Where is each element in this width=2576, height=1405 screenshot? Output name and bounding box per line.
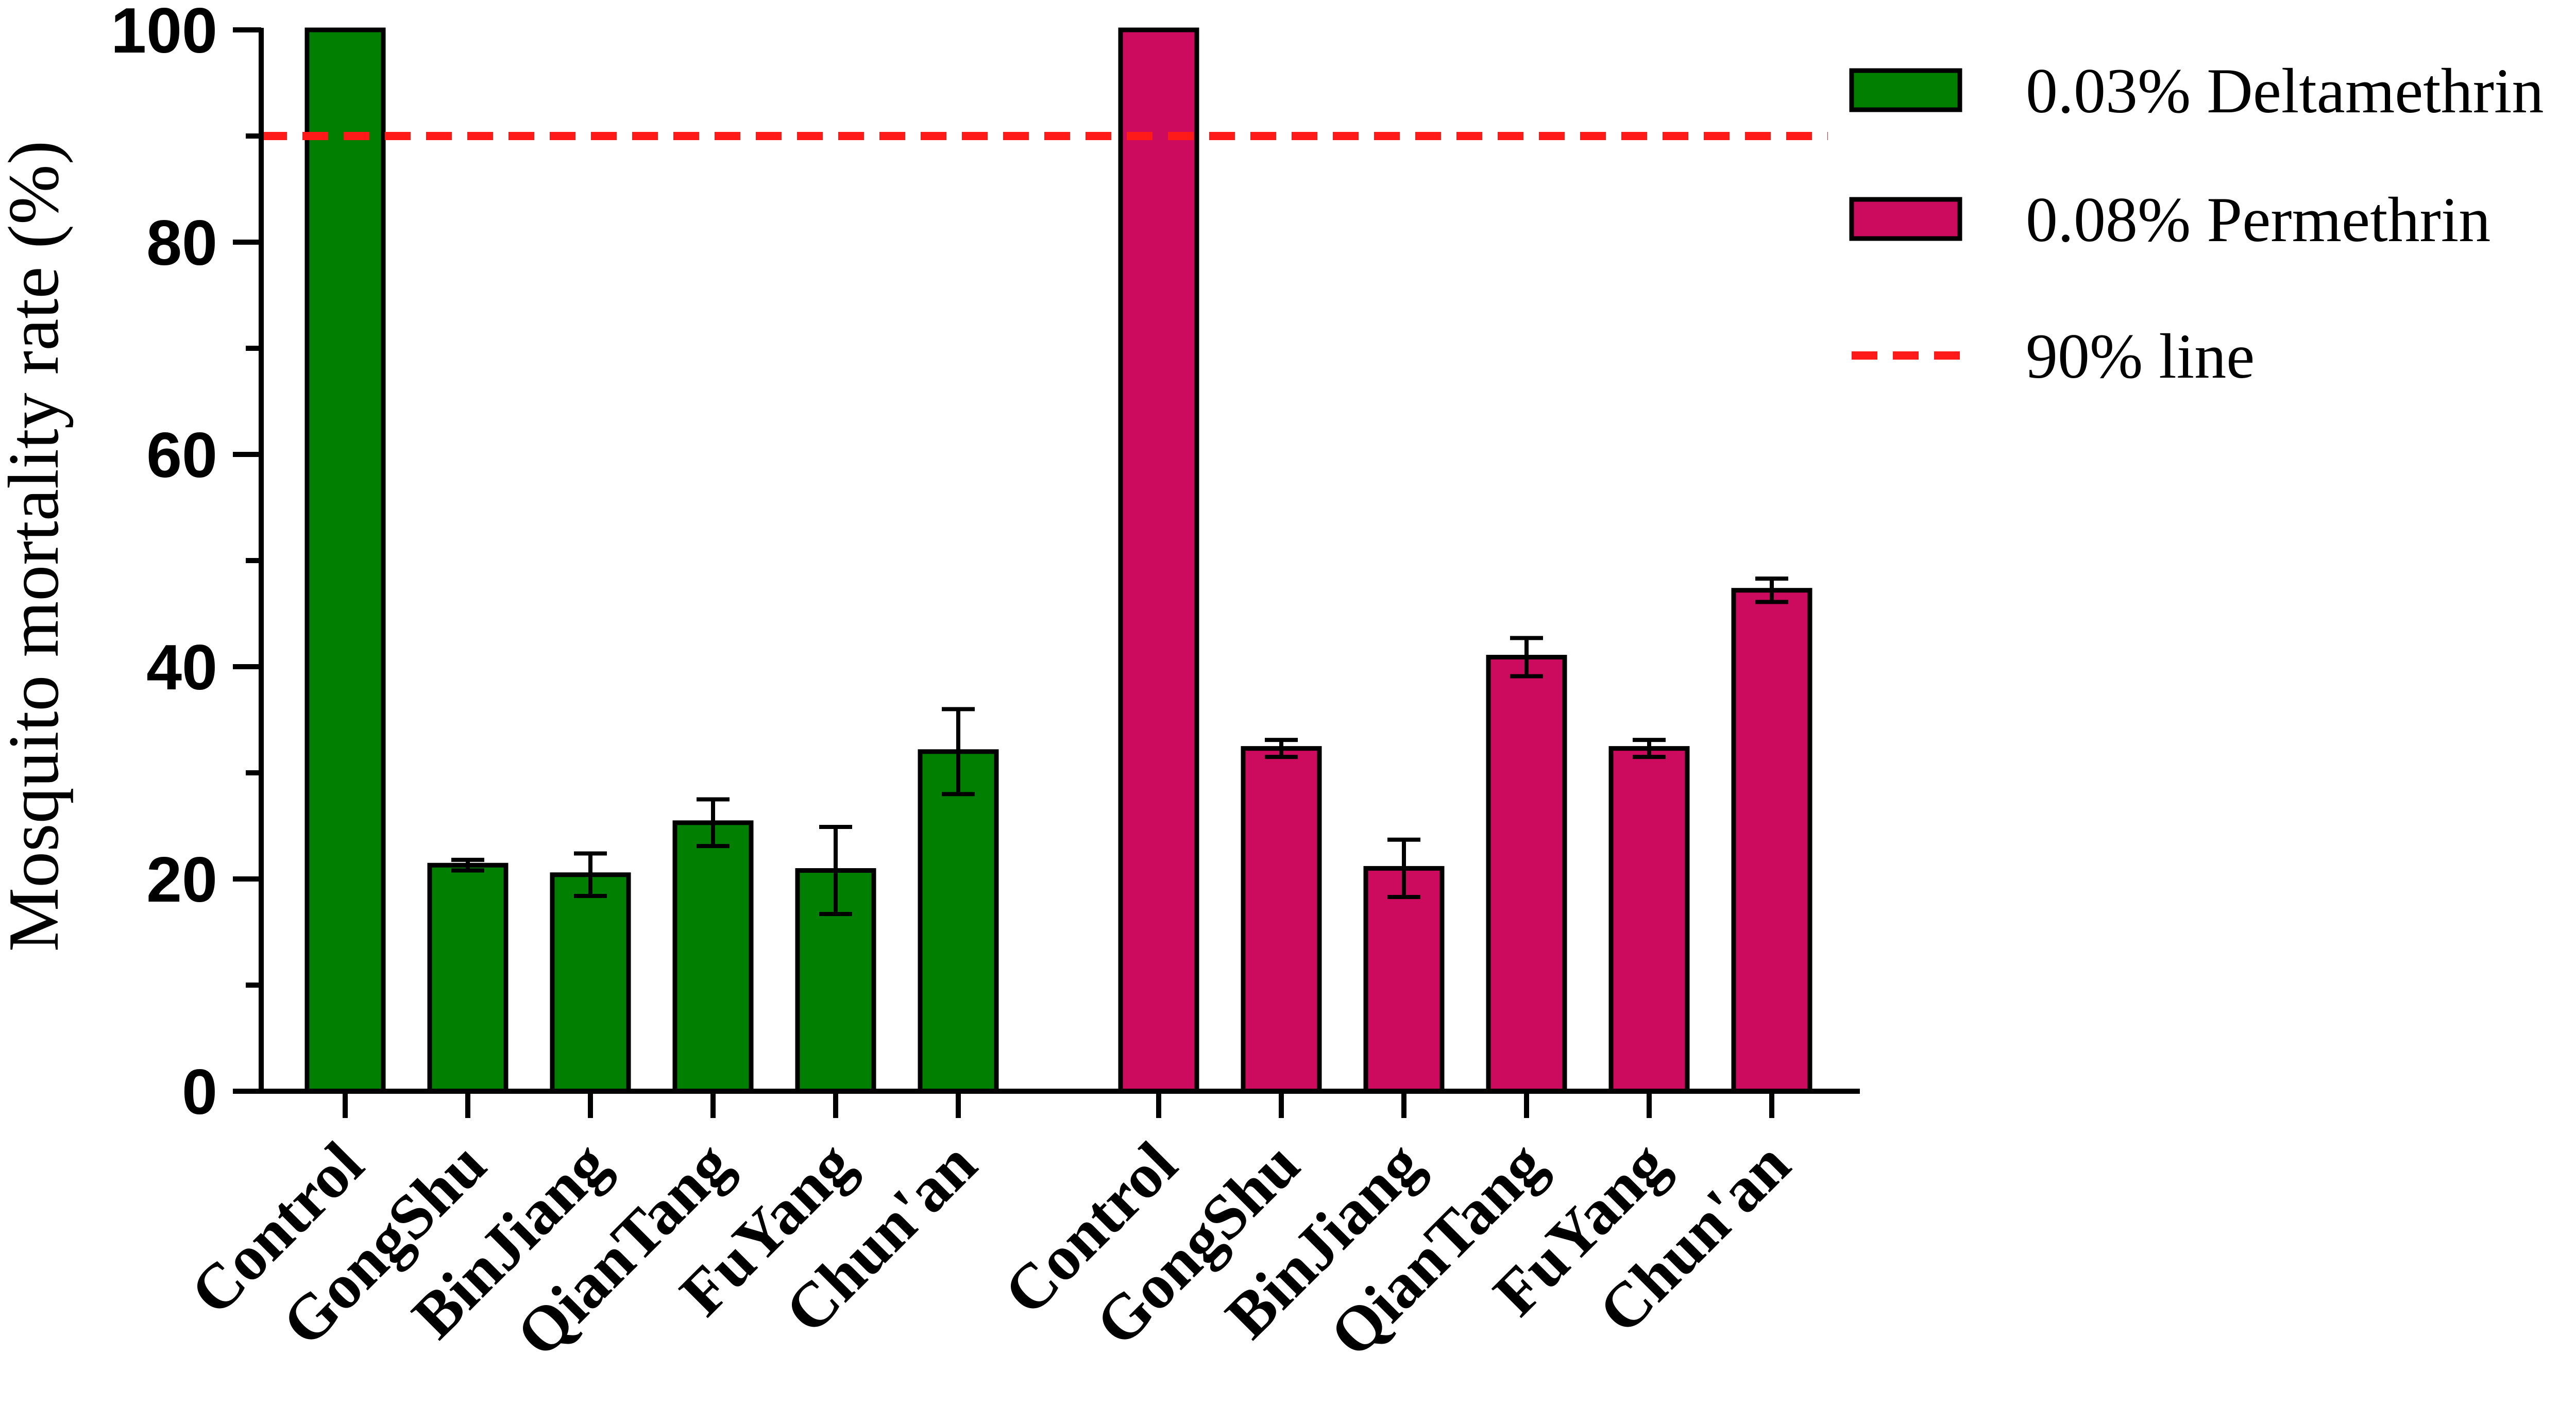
legend-swatch: [1849, 68, 1962, 112]
bar: [304, 27, 386, 1094]
bar: [672, 820, 754, 1094]
y-tick-label: 20: [146, 844, 217, 916]
legend-label: 90% line: [2026, 321, 2255, 392]
bar: [918, 749, 999, 1094]
legend-swatch: [1849, 197, 1962, 241]
legend-label: 0.08% Permethrin: [2026, 184, 2490, 255]
y-tick-label: 80: [146, 208, 217, 279]
bar: [1241, 746, 1322, 1094]
y-tick-label: 0: [182, 1057, 217, 1128]
bar: [1731, 588, 1812, 1094]
y-axis-title: Mosquito mortality rate (%): [0, 141, 74, 952]
legend-label: 0.03% Deltamethrin: [2026, 56, 2544, 126]
bar: [1118, 27, 1199, 1094]
bar: [427, 862, 509, 1094]
y-tick-label: 60: [146, 420, 217, 491]
bar: [1486, 654, 1567, 1094]
y-tick-label: 100: [111, 0, 217, 66]
y-tick-label: 40: [146, 632, 217, 703]
bar: [550, 872, 631, 1094]
bar: [1608, 746, 1690, 1094]
bar: [1363, 866, 1445, 1094]
